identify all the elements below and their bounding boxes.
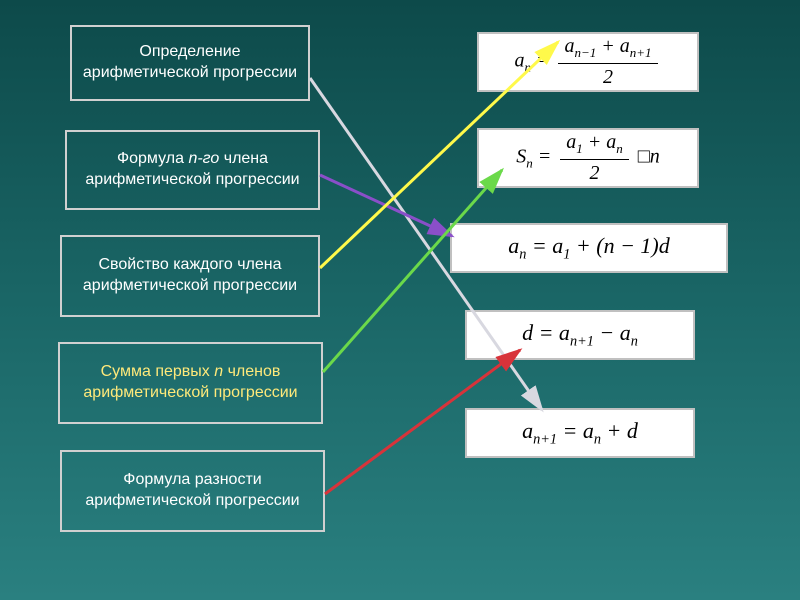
box-nterm-formula-label: Формула n-го члена арифметической прогре… [65,130,320,210]
formula-nterm: an = a1 + (n − 1)d [450,223,728,273]
arrow-nterm-to-nterm [320,175,452,236]
box-property: Свойство каждого члена арифметической пр… [60,235,320,317]
label-definition: Определение арифметической прогрессии [82,42,298,84]
formula-nterm-text: an = a1 + (n − 1)d [508,233,670,263]
formula-mean: an = an−1 + an+12 [477,32,699,92]
formula-sum: Sn = a1 + an2 □n [477,128,699,188]
formula-mean-text: an = an−1 + an+12 [514,35,661,89]
formula-recursion: an+1 = an + d [465,408,695,458]
label-sum: Сумма первых n членов арифметической про… [70,362,311,404]
box-definition: Определение арифметической прогрессии [70,25,310,101]
label-diff: Формула разности арифметической прогресс… [72,470,313,512]
formula-sum-text: Sn = a1 + an2 □n [516,131,660,185]
formula-diff-text: d = an+1 − an [522,320,638,350]
formula-recursion-text: an+1 = an + d [522,418,638,448]
label-property: Свойство каждого члена арифметической пр… [72,255,308,297]
box-diff-label: Формула разности арифметической прогресс… [60,450,325,532]
label-nterm: Формула n-го члена арифметической прогре… [77,149,308,191]
box-sum-label: Сумма первых n членов арифметической про… [58,342,323,424]
formula-diff: d = an+1 − an [465,310,695,360]
